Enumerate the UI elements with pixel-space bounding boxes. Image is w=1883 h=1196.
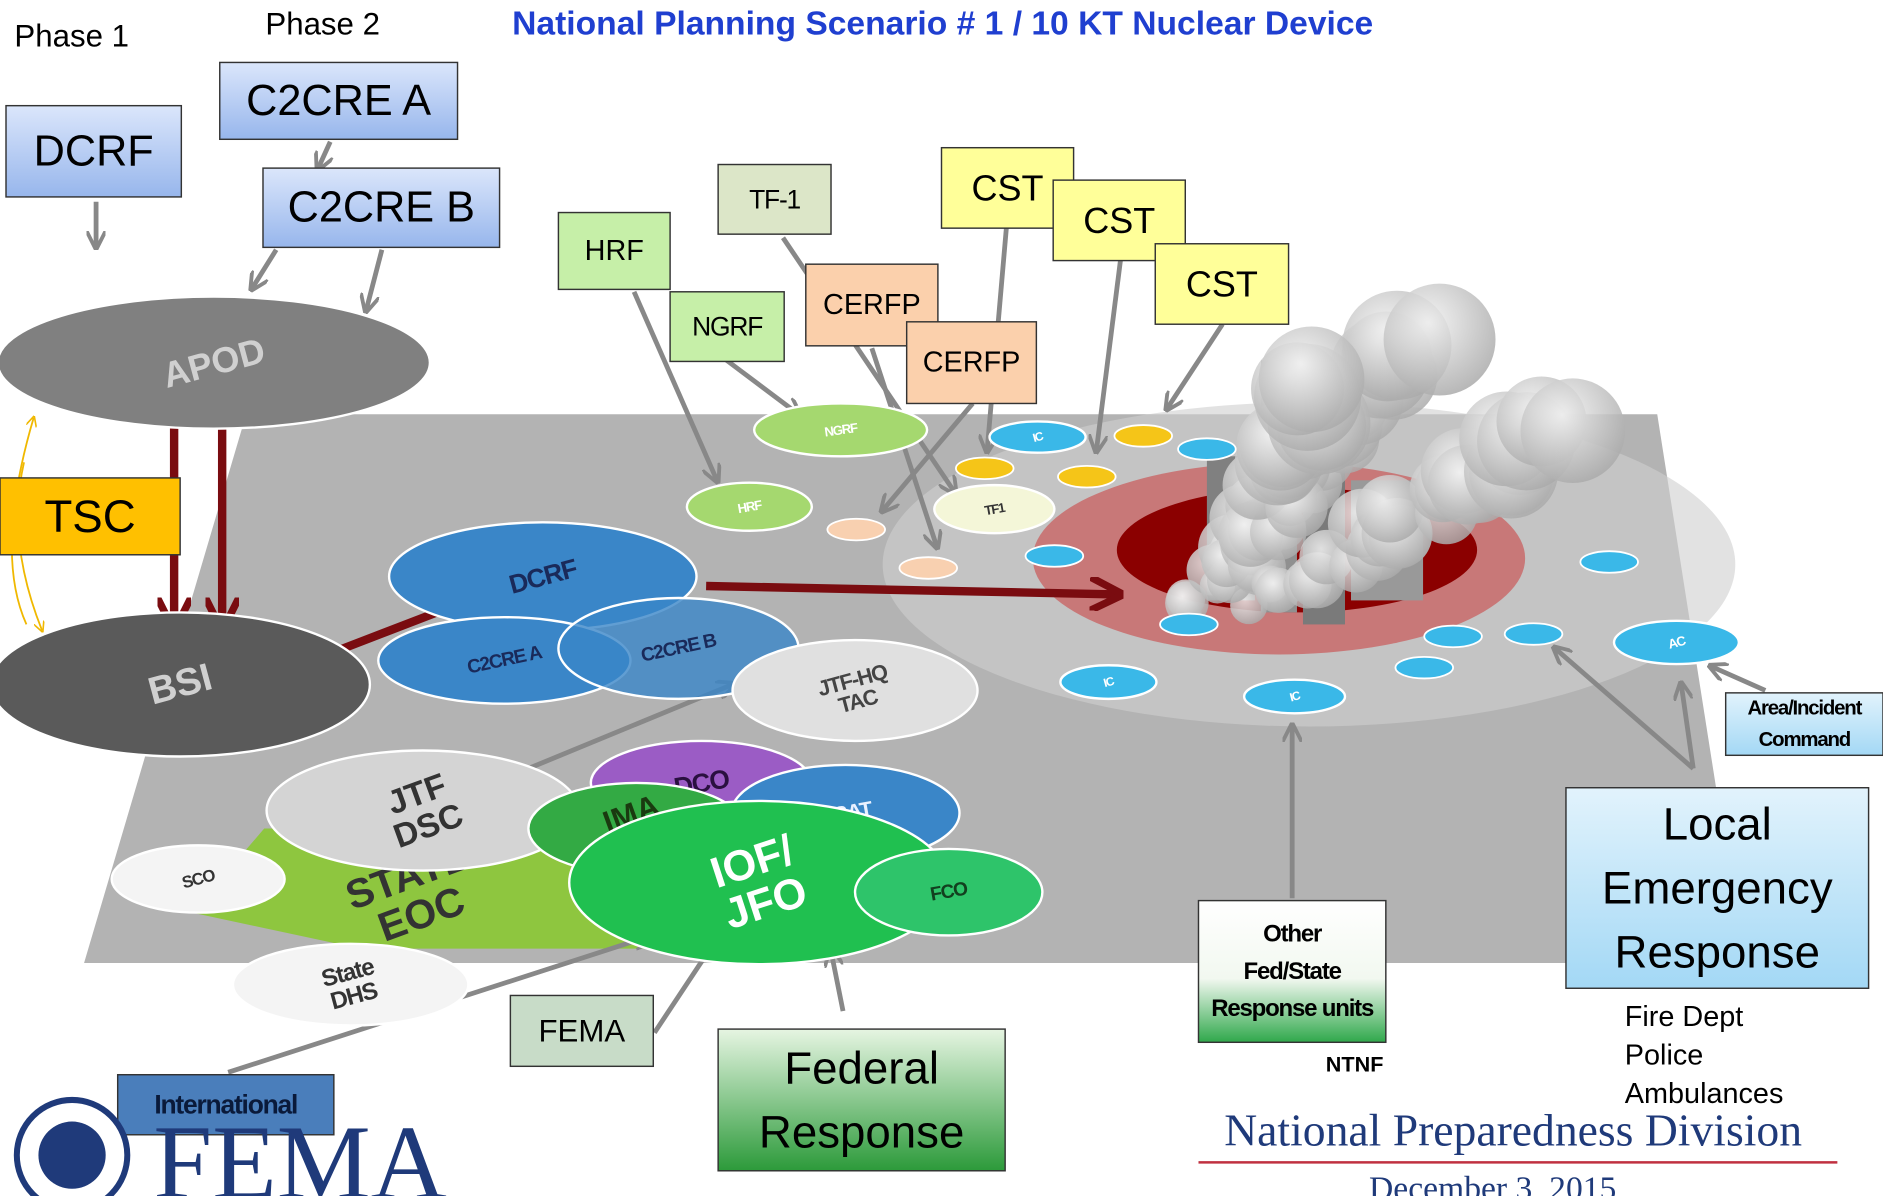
- label: CERFP: [823, 289, 921, 321]
- smoke-puff: [1520, 378, 1625, 483]
- smoke-puff: [1384, 284, 1496, 396]
- dot: [827, 519, 885, 541]
- dot: [956, 458, 1014, 480]
- dot: [1580, 551, 1638, 573]
- arrow: [727, 360, 799, 414]
- dot: [1058, 466, 1116, 488]
- diagram: APODBSIDCRFC2CRE AC2CRE BJTF-HQTACSTATEE…: [0, 0, 1883, 1196]
- smoke-puff: [1259, 326, 1365, 432]
- ntnf: NTNF: [1326, 1051, 1384, 1076]
- label: Emergency: [1602, 862, 1833, 913]
- label: NGRF: [692, 312, 763, 342]
- title: National Planning Scenario # 1 / 10 KT N…: [512, 6, 1373, 43]
- dot: [1026, 545, 1084, 567]
- label: Command: [1759, 729, 1851, 751]
- dot: [1114, 425, 1172, 447]
- label: DCRF: [34, 127, 154, 175]
- label: CST: [1186, 263, 1258, 304]
- dot: [1505, 623, 1563, 645]
- dot: [1424, 626, 1482, 648]
- label: TF-1: [749, 184, 800, 214]
- label: Local: [1663, 799, 1772, 850]
- label: Fed/State: [1244, 958, 1342, 985]
- label: CST: [972, 167, 1044, 208]
- label: HRF: [585, 235, 644, 267]
- dot: [1178, 438, 1236, 460]
- arrow: [318, 142, 330, 168]
- arrow: [366, 250, 382, 310]
- division: National Preparedness Division: [1224, 1104, 1802, 1155]
- date: December 3, 2015: [1369, 1170, 1616, 1196]
- label: CERFP: [923, 347, 1021, 379]
- phase-1: Phase 1: [14, 19, 129, 54]
- label: Response: [759, 1106, 964, 1157]
- arrow: [1167, 324, 1222, 408]
- logo: FEMA: [153, 1104, 447, 1196]
- dot: [899, 557, 957, 579]
- dot: [1395, 657, 1453, 679]
- seal-center: [38, 1122, 105, 1189]
- local-unit: Police: [1625, 1040, 1703, 1072]
- label: C2CRE A: [246, 77, 431, 125]
- label: Response units: [1211, 995, 1374, 1022]
- page: APODBSIDCRFC2CRE AC2CRE BJTF-HQTACSTATEE…: [0, 0, 1883, 1196]
- label: Other: [1263, 921, 1322, 948]
- label: Response: [1615, 926, 1820, 977]
- label: CST: [1083, 200, 1155, 241]
- dot: [1160, 614, 1218, 636]
- label: FEMA: [538, 1013, 625, 1048]
- arrow: [1711, 666, 1765, 690]
- phase-2: Phase 2: [265, 7, 380, 42]
- arrow: [252, 250, 276, 288]
- label: C2CRE B: [288, 184, 475, 232]
- label: Area/Incident: [1748, 697, 1863, 719]
- local-unit: Fire Dept: [1625, 1001, 1744, 1033]
- label: TSC: [44, 491, 135, 542]
- label: Federal: [784, 1042, 939, 1093]
